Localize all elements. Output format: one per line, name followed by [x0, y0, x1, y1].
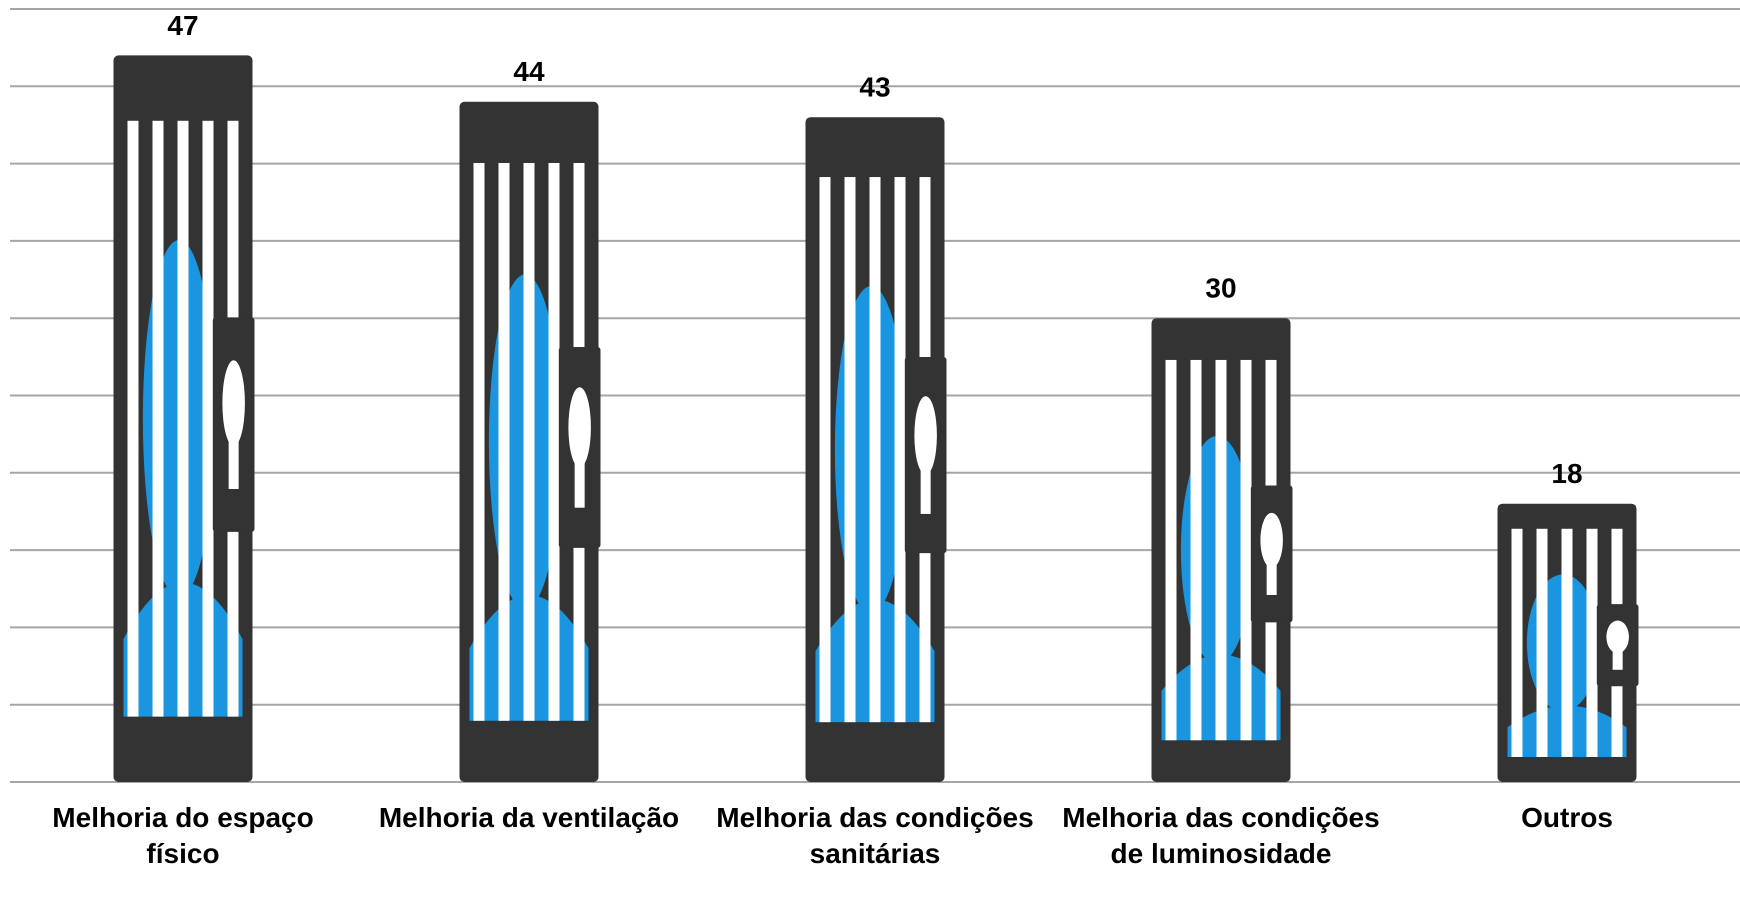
- x-tick-label: Melhoria do espaço físico: [18, 800, 348, 872]
- bar-stripe: [1562, 529, 1573, 757]
- bar-stripe: [203, 121, 214, 717]
- x-tick-label: Melhoria das condições sanitárias: [710, 800, 1040, 872]
- page: 4744433018 (() => { const data = JSON.pa…: [0, 0, 1740, 908]
- bar-stripe: [499, 163, 510, 721]
- bar-stripe: [1191, 360, 1202, 740]
- x-tick-label: Outros: [1402, 800, 1732, 836]
- value-label: 30: [1205, 273, 1236, 304]
- keyhole-slot: [229, 403, 239, 489]
- bar-stripe: [1512, 529, 1523, 757]
- bar-stripe: [128, 121, 139, 717]
- value-label: 47: [167, 10, 198, 41]
- bar-stripe: [178, 121, 189, 717]
- bar-stripe: [524, 163, 535, 721]
- value-label: 18: [1551, 458, 1582, 489]
- x-tick-label: Melhoria das condições de luminosidade: [1056, 800, 1386, 872]
- keyhole-slot: [921, 435, 931, 513]
- bar-stripe: [474, 163, 485, 721]
- bar-stripe: [1537, 529, 1548, 757]
- keyhole-slot: [1267, 540, 1277, 595]
- bar-stripe: [549, 163, 560, 721]
- bar-stripe: [895, 177, 906, 722]
- bar-stripe: [820, 177, 831, 722]
- keyhole-slot: [1613, 637, 1623, 670]
- keyhole-slot: [575, 427, 585, 507]
- bar-stripe: [1166, 360, 1177, 740]
- bar-stripe: [845, 177, 856, 722]
- chart: 47 44 43 30 18: [0, 0, 1740, 908]
- bar-stripe: [1241, 360, 1252, 740]
- value-label: 43: [859, 72, 890, 103]
- bar-stripe: [1216, 360, 1227, 740]
- bar-stripe: [870, 177, 881, 722]
- bar-stripe: [1587, 529, 1598, 757]
- x-tick-label: Melhoria da ventilação: [364, 800, 694, 836]
- value-label: 44: [513, 56, 545, 87]
- bar-stripe: [153, 121, 164, 717]
